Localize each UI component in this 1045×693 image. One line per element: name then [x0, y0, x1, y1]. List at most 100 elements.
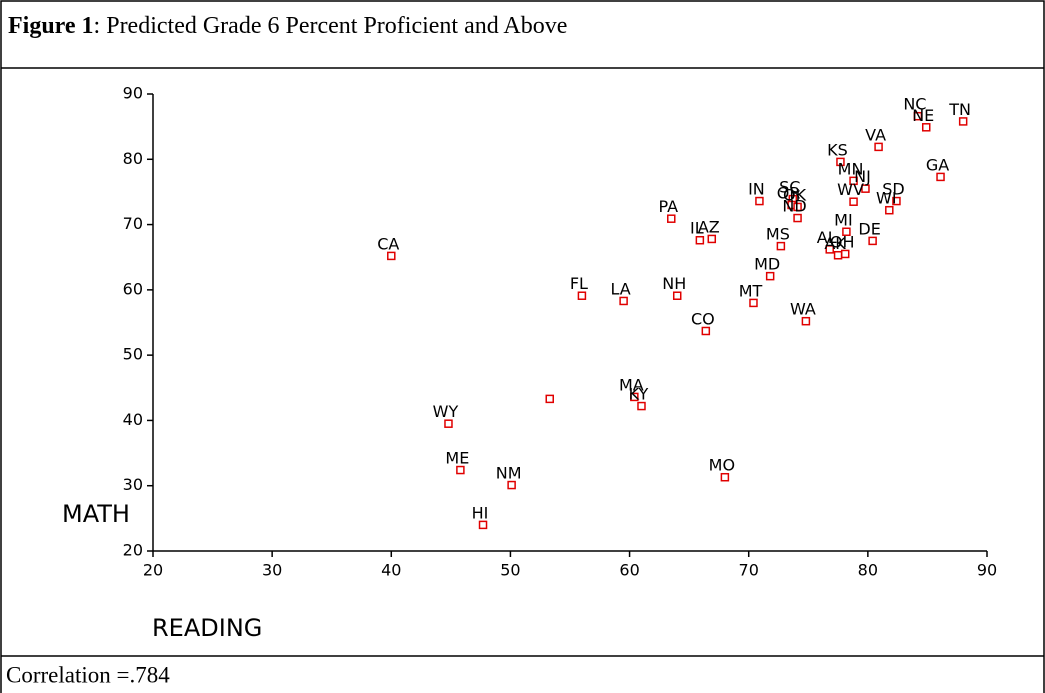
- y-tick-label: 50: [123, 345, 143, 364]
- point: [755, 196, 764, 206]
- point-label: MI: [834, 210, 853, 229]
- point: [749, 298, 758, 308]
- point-label: IL: [690, 219, 704, 238]
- point: [507, 480, 516, 490]
- point-label: HI: [472, 503, 489, 522]
- point: [478, 520, 488, 530]
- point: [707, 234, 717, 244]
- point: [793, 213, 802, 223]
- point-label: WY: [433, 402, 459, 421]
- note: Correlation =.784: [6, 662, 170, 687]
- point-label: ND: [782, 197, 806, 216]
- point-label: CA: [377, 234, 399, 253]
- point-label: MA: [619, 375, 644, 394]
- chart-title: : Predicted Grade 6 Percent Proficient a…: [94, 13, 568, 39]
- point-label: MD: [754, 255, 780, 274]
- point: [936, 172, 945, 182]
- x-tick-label: 90: [977, 561, 997, 580]
- point: [765, 271, 775, 281]
- point: [861, 184, 870, 193]
- y-tick-label: 80: [123, 149, 143, 168]
- x-tick-label: 30: [262, 561, 282, 580]
- point: [892, 196, 901, 206]
- point: [444, 419, 453, 428]
- point: [849, 176, 858, 186]
- point: [637, 401, 646, 411]
- point-label: MT: [739, 281, 763, 300]
- point-label: GA: [926, 155, 949, 174]
- point: [868, 236, 877, 246]
- point-label: OK: [783, 185, 807, 204]
- point-label: KS: [827, 140, 848, 159]
- point: [842, 227, 851, 237]
- point-label: AL: [817, 228, 837, 247]
- point: [619, 296, 628, 306]
- point: [836, 157, 845, 167]
- point: [874, 142, 883, 152]
- point: [776, 241, 786, 251]
- x-tick-label: 80: [858, 561, 878, 580]
- point: [833, 251, 843, 260]
- point-label: LA: [610, 279, 630, 298]
- y-tick-label: 90: [123, 84, 143, 103]
- point: [545, 394, 554, 404]
- y-tick-label: 40: [123, 410, 143, 429]
- x-tick-label: 40: [381, 561, 401, 580]
- x-tick-label: 60: [619, 561, 639, 580]
- point-label: PA: [658, 197, 678, 216]
- point-label: NE: [912, 106, 934, 125]
- y-tick-label: 20: [123, 541, 143, 560]
- point-label: SC: [779, 178, 800, 197]
- point: [387, 251, 396, 261]
- point-label: AZ: [698, 217, 720, 236]
- point: [630, 392, 639, 402]
- point: [840, 249, 850, 259]
- title: Figure 1: Predicted Grade 6 Percent Prof…: [8, 13, 567, 39]
- point-label: WV: [837, 180, 864, 199]
- point: [793, 202, 802, 212]
- point: [913, 111, 923, 121]
- point: [849, 197, 858, 206]
- point-label: NH: [662, 274, 686, 293]
- point-label: DE: [858, 219, 880, 238]
- x-tick-label: 70: [739, 561, 759, 580]
- point: [695, 235, 705, 245]
- point-label: AK: [824, 234, 846, 253]
- point: [672, 291, 682, 300]
- point-label: NM: [496, 464, 522, 483]
- point-label: MO: [709, 456, 735, 475]
- x-tick-label: 50: [500, 561, 520, 580]
- x-tick-label: 20: [143, 561, 163, 580]
- point: [456, 465, 465, 475]
- point: [825, 245, 834, 254]
- point-label: VA: [865, 125, 886, 144]
- point-label: CO: [691, 309, 715, 328]
- point-label: KY: [629, 385, 649, 404]
- y-axis-label: MATH: [62, 500, 130, 528]
- point-label: FL: [570, 274, 588, 293]
- point-label: OR: [777, 183, 801, 202]
- point-label: WI: [876, 189, 897, 208]
- point-label: NJ: [854, 167, 871, 186]
- point-label: IN: [748, 180, 765, 199]
- point: [667, 214, 676, 223]
- point: [958, 117, 968, 126]
- y-tick-label: 60: [123, 279, 143, 298]
- point-label: ME: [445, 449, 469, 468]
- point: [720, 472, 730, 482]
- point: [801, 316, 811, 326]
- point-label: WA: [790, 300, 816, 319]
- y-tick-label: 30: [123, 475, 143, 494]
- point: [885, 205, 894, 215]
- point-label: NC: [903, 95, 926, 114]
- point: [921, 123, 931, 132]
- figure-label: Figure 1: [8, 13, 94, 39]
- point-label: OH: [830, 232, 855, 251]
- x-axis-label: READING: [152, 614, 262, 642]
- point-label: MS: [766, 225, 790, 244]
- point: [701, 326, 711, 336]
- point-label: MN: [838, 159, 864, 178]
- point-label: TN: [948, 100, 971, 119]
